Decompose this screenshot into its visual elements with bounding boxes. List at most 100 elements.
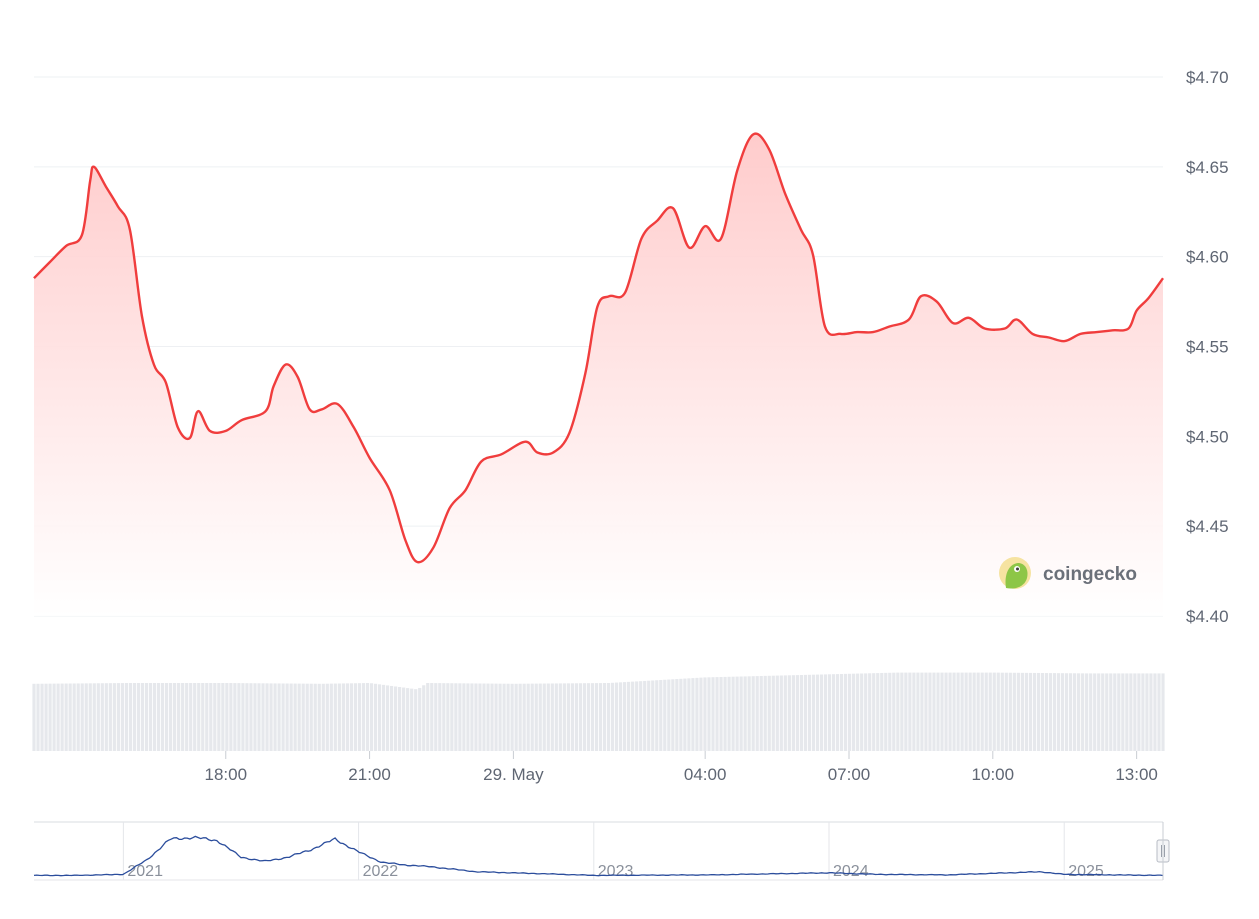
volume-bar [1077, 673, 1081, 751]
price-line [33, 132, 1164, 564]
volume-bar [1097, 673, 1101, 751]
volume-bar [1032, 672, 1037, 751]
volume-bar [976, 672, 980, 751]
volume-bar [60, 683, 64, 751]
volume-bar [510, 683, 514, 751]
x-tick-label: 18:00 [204, 765, 247, 784]
volume-bar [522, 683, 526, 751]
volume-bar [550, 683, 554, 751]
y-tick-label: $4.40 [1186, 607, 1229, 626]
volume-bar [173, 683, 177, 751]
volume-bar [1036, 672, 1041, 751]
volume-bar [317, 683, 321, 751]
volume-bar [908, 672, 912, 751]
time-navigator[interactable]: 2021 2022 2023 2024 2025 [33, 821, 1170, 881]
navigator-year-labels: 2021 2022 2023 2024 2025 [127, 863, 1104, 880]
volume-bar [458, 683, 462, 751]
volume-bar [856, 673, 860, 751]
navigator-gridlines [122, 822, 1065, 880]
volume-bar [293, 683, 297, 751]
volume-bar [169, 683, 173, 751]
volume-bar [546, 683, 550, 751]
navigator-year-label: 2025 [1068, 863, 1104, 880]
volume-bar [164, 683, 169, 751]
volume-bar [116, 683, 120, 751]
volume-bar [739, 676, 743, 751]
volume-bar [639, 681, 643, 751]
volume-bar [827, 674, 832, 751]
volume-bar [273, 683, 277, 751]
volume-bar [815, 674, 820, 751]
volume-bar [418, 687, 422, 751]
volume-bar [152, 683, 157, 751]
volume-bar [406, 688, 410, 751]
volume-bar [618, 682, 623, 751]
volume-bar [803, 674, 808, 751]
navigator-year-label: 2021 [127, 863, 163, 880]
volume-bar [667, 679, 671, 751]
volume-bar [434, 683, 438, 751]
brand-watermark: coingecko [999, 557, 1137, 589]
volume-bar [610, 682, 615, 751]
volume-bar [100, 683, 104, 751]
volume-bar [1089, 673, 1093, 751]
volume-bar [52, 683, 56, 751]
volume-bar [112, 683, 116, 751]
volume-bar [707, 677, 711, 751]
x-tick-label: 13:00 [1115, 765, 1158, 784]
volume-bar [952, 672, 956, 751]
volume-bar [582, 683, 587, 751]
volume-bar [526, 683, 530, 751]
volume-bar [598, 683, 603, 751]
volume-bar [450, 683, 454, 751]
y-axis-ticks: $4.70 $4.65 $4.60 $4.55 $4.50 $4.45 $4.40 [1186, 68, 1229, 626]
volume-bar [478, 683, 482, 751]
volume-bar [631, 681, 635, 751]
volume-bar [32, 683, 36, 751]
volume-bar [747, 676, 751, 751]
volume-bar [177, 683, 181, 751]
volume-bar [558, 683, 562, 751]
volume-bar [574, 683, 579, 751]
volume-bar [92, 683, 96, 751]
volume-bar [44, 683, 48, 751]
volume-bar [321, 683, 325, 751]
volume-bar [884, 672, 888, 751]
volume-bar [377, 684, 382, 751]
volume-bar [759, 675, 763, 751]
volume-bar [281, 683, 285, 751]
volume-bar [1105, 673, 1109, 751]
volume-bar [385, 685, 390, 751]
volume-bar [217, 683, 221, 751]
volume-bar [594, 683, 599, 751]
volume-bar [590, 683, 595, 751]
volume-bar [703, 677, 707, 751]
volume-bar [1081, 673, 1085, 751]
volume-bar [494, 683, 498, 751]
volume-bar [763, 675, 767, 751]
volume-bar [88, 683, 92, 751]
volume-bar [1056, 673, 1061, 751]
volume-bar [896, 672, 900, 751]
volume-bar [1000, 672, 1004, 751]
volume-bar [848, 673, 852, 751]
volume-bar [835, 674, 840, 751]
volume-bar [1044, 673, 1049, 751]
volume-bar [1093, 673, 1097, 751]
volume-bar [365, 683, 370, 751]
volume-bar [466, 683, 470, 751]
volume-bar [1129, 673, 1133, 751]
volume-bar [839, 673, 844, 751]
volume-bar [140, 683, 145, 751]
volume-bar [538, 683, 542, 751]
volume-bar [1028, 672, 1033, 751]
volume-bar [193, 683, 197, 751]
volume-bar [687, 678, 691, 751]
volume-bar [205, 683, 209, 751]
volume-bar [197, 683, 201, 751]
volume-bar [727, 676, 731, 751]
volume-bar [237, 683, 241, 751]
x-tick-label: 29. May [483, 765, 544, 784]
volume-bar [132, 683, 137, 751]
